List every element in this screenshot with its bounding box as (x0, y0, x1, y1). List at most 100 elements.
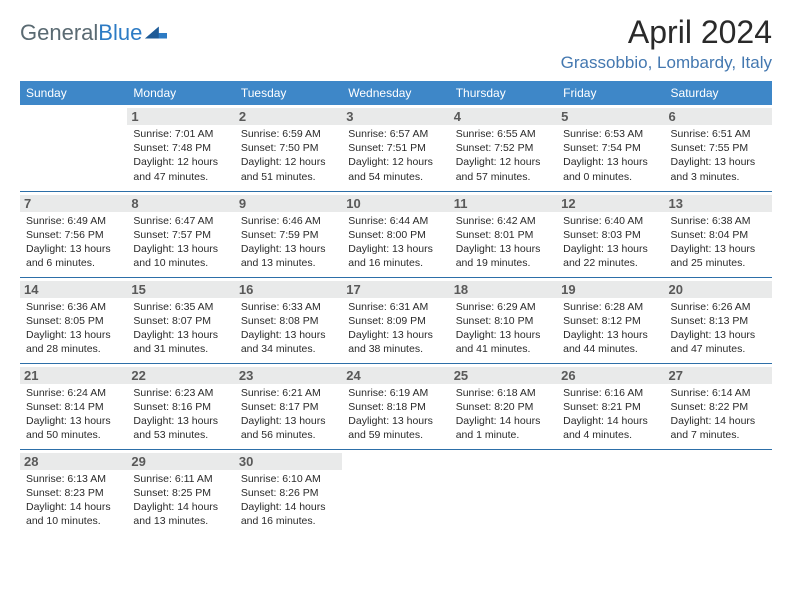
day-detail-text: Sunrise: 6:53 AMSunset: 7:54 PMDaylight:… (563, 127, 658, 184)
day-detail-text: Sunrise: 6:38 AMSunset: 8:04 PMDaylight:… (671, 214, 766, 271)
day-detail-text: Sunrise: 6:10 AMSunset: 8:26 PMDaylight:… (241, 472, 336, 529)
day-number: 9 (235, 195, 342, 212)
day-number: 25 (450, 367, 557, 384)
calendar-cell: 29 Sunrise: 6:11 AMSunset: 8:25 PMDayligh… (127, 449, 234, 535)
calendar-body: 1 Sunrise: 7:01 AMSunset: 7:48 PMDaylight… (20, 105, 772, 535)
calendar-cell: 20Sunrise: 6:26 AMSunset: 8:13 PMDayligh… (665, 277, 772, 363)
calendar-cell: 15Sunrise: 6:35 AMSunset: 8:07 PMDayligh… (127, 277, 234, 363)
day-number: 6 (665, 108, 772, 125)
day-detail-text: Sunrise: 6:23 AMSunset: 8:16 PMDaylight:… (133, 386, 228, 443)
day-detail-text: Sunrise: 6:24 AMSunset: 8:14 PMDaylight:… (26, 386, 121, 443)
day-number: 10 (342, 195, 449, 212)
calendar-cell: 9Sunrise: 6:46 AMSunset: 7:59 PMDaylight… (235, 191, 342, 277)
day-detail-text: Sunrise: 6:51 AMSunset: 7:55 PMDaylight:… (671, 127, 766, 184)
day-detail-text: Sunrise: 6:31 AMSunset: 8:09 PMDaylight:… (348, 300, 443, 357)
weekday-header: Friday (557, 81, 664, 105)
day-detail-text: Sunrise: 6:33 AMSunset: 8:08 PMDaylight:… (241, 300, 336, 357)
calendar-week-row: 1 Sunrise: 7:01 AMSunset: 7:48 PMDaylight… (20, 105, 772, 191)
weekday-header: Monday (127, 81, 234, 105)
day-number: 8 (127, 195, 234, 212)
logo-text-blue: Blue (98, 20, 142, 46)
calendar-cell: 12Sunrise: 6:40 AMSunset: 8:03 PMDayligh… (557, 191, 664, 277)
location-text: Grassobbio, Lombardy, Italy (561, 53, 772, 73)
day-number: 3 (342, 108, 449, 125)
day-detail-text: Sunrise: 6:44 AMSunset: 8:00 PMDaylight:… (348, 214, 443, 271)
weekday-header: Wednesday (342, 81, 449, 105)
title-block: April 2024 Grassobbio, Lombardy, Italy (561, 14, 772, 73)
calendar-cell: 2 Sunrise: 6:59 AMSunset: 7:50 PMDaylight… (235, 105, 342, 191)
day-detail-text: Sunrise: 7:01 AMSunset: 7:48 PMDaylight:… (133, 127, 228, 184)
day-detail-text: Sunrise: 6:59 AMSunset: 7:50 PMDaylight:… (241, 127, 336, 184)
weekday-header: Thursday (450, 81, 557, 105)
calendar-cell: 3 Sunrise: 6:57 AMSunset: 7:51 PMDaylight… (342, 105, 449, 191)
calendar-cell (342, 449, 449, 535)
day-number: 2 (235, 108, 342, 125)
day-number: 14 (20, 281, 127, 298)
calendar-cell: 18 Sunrise: 6:29 AMSunset: 8:10 PMDayligh… (450, 277, 557, 363)
calendar-cell: 5 Sunrise: 6:53 AMSunset: 7:54 PMDaylight… (557, 105, 664, 191)
day-detail-text: Sunrise: 6:55 AMSunset: 7:52 PMDaylight:… (456, 127, 551, 184)
day-detail-text: Sunrise: 6:57 AMSunset: 7:51 PMDaylight:… (348, 127, 443, 184)
calendar-cell: 22Sunrise: 6:23 AMSunset: 8:16 PMDayligh… (127, 363, 234, 449)
calendar-cell: 27 Sunrise: 6:14 AMSunset: 8:22 PMDayligh… (665, 363, 772, 449)
calendar-cell: 1 Sunrise: 7:01 AMSunset: 7:48 PMDaylight… (127, 105, 234, 191)
calendar-week-row: 21Sunrise: 6:24 AMSunset: 8:14 PMDayligh… (20, 363, 772, 449)
calendar-cell: 25 Sunrise: 6:18 AMSunset: 8:20 PMDayligh… (450, 363, 557, 449)
calendar-cell: 23 Sunrise: 6:21 AMSunset: 8:17 PMDayligh… (235, 363, 342, 449)
day-detail-text: Sunrise: 6:40 AMSunset: 8:03 PMDaylight:… (563, 214, 658, 271)
day-number: 30 (235, 453, 342, 470)
day-number: 19 (557, 281, 664, 298)
day-number: 29 (127, 453, 234, 470)
day-detail-text: Sunrise: 6:47 AMSunset: 7:57 PMDaylight:… (133, 214, 228, 271)
calendar-header-row: SundayMondayTuesdayWednesdayThursdayFrid… (20, 81, 772, 105)
day-number: 5 (557, 108, 664, 125)
day-detail-text: Sunrise: 6:14 AMSunset: 8:22 PMDaylight:… (671, 386, 766, 443)
day-number: 11 (450, 195, 557, 212)
day-detail-text: Sunrise: 6:19 AMSunset: 8:18 PMDaylight:… (348, 386, 443, 443)
calendar-cell: 26 Sunrise: 6:16 AMSunset: 8:21 PMDayligh… (557, 363, 664, 449)
day-detail-text: Sunrise: 6:13 AMSunset: 8:23 PMDaylight:… (26, 472, 121, 529)
logo-text-general: General (20, 20, 98, 46)
day-number: 20 (665, 281, 772, 298)
calendar-week-row: 28 Sunrise: 6:13 AMSunset: 8:23 PMDayligh… (20, 449, 772, 535)
day-number: 24 (342, 367, 449, 384)
logo-arrow-icon (145, 24, 167, 42)
day-detail-text: Sunrise: 6:42 AMSunset: 8:01 PMDaylight:… (456, 214, 551, 271)
calendar-cell: 30 Sunrise: 6:10 AMSunset: 8:26 PMDayligh… (235, 449, 342, 535)
calendar-week-row: 7 Sunrise: 6:49 AMSunset: 7:56 PMDaylight… (20, 191, 772, 277)
calendar-cell (450, 449, 557, 535)
header: GeneralBlue April 2024 Grassobbio, Lomba… (20, 14, 772, 73)
day-detail-text: Sunrise: 6:36 AMSunset: 8:05 PMDaylight:… (26, 300, 121, 357)
calendar-cell (557, 449, 664, 535)
day-detail-text: Sunrise: 6:21 AMSunset: 8:17 PMDaylight:… (241, 386, 336, 443)
calendar-cell: 14 Sunrise: 6:36 AMSunset: 8:05 PMDayligh… (20, 277, 127, 363)
day-detail-text: Sunrise: 6:16 AMSunset: 8:21 PMDaylight:… (563, 386, 658, 443)
calendar-cell: 13Sunrise: 6:38 AMSunset: 8:04 PMDayligh… (665, 191, 772, 277)
calendar-cell (665, 449, 772, 535)
day-number: 26 (557, 367, 664, 384)
calendar-cell (20, 105, 127, 191)
calendar-table: SundayMondayTuesdayWednesdayThursdayFrid… (20, 81, 772, 535)
day-detail-text: Sunrise: 6:29 AMSunset: 8:10 PMDaylight:… (456, 300, 551, 357)
calendar-cell: 4Sunrise: 6:55 AMSunset: 7:52 PMDaylight… (450, 105, 557, 191)
day-detail-text: Sunrise: 6:35 AMSunset: 8:07 PMDaylight:… (133, 300, 228, 357)
calendar-cell: 16Sunrise: 6:33 AMSunset: 8:08 PMDayligh… (235, 277, 342, 363)
day-number: 18 (450, 281, 557, 298)
calendar-cell: 6 Sunrise: 6:51 AMSunset: 7:55 PMDaylight… (665, 105, 772, 191)
day-number: 7 (20, 195, 127, 212)
day-number: 1 (127, 108, 234, 125)
day-number: 23 (235, 367, 342, 384)
day-detail-text: Sunrise: 6:49 AMSunset: 7:56 PMDaylight:… (26, 214, 121, 271)
calendar-cell: 19 Sunrise: 6:28 AMSunset: 8:12 PMDayligh… (557, 277, 664, 363)
day-detail-text: Sunrise: 6:11 AMSunset: 8:25 PMDaylight:… (133, 472, 228, 529)
day-number: 28 (20, 453, 127, 470)
weekday-header: Sunday (20, 81, 127, 105)
day-detail-text: Sunrise: 6:28 AMSunset: 8:12 PMDaylight:… (563, 300, 658, 357)
day-detail-text: Sunrise: 6:18 AMSunset: 8:20 PMDaylight:… (456, 386, 551, 443)
weekday-header: Tuesday (235, 81, 342, 105)
calendar-cell: 17Sunrise: 6:31 AMSunset: 8:09 PMDayligh… (342, 277, 449, 363)
calendar-cell: 7 Sunrise: 6:49 AMSunset: 7:56 PMDaylight… (20, 191, 127, 277)
calendar-cell: 10 Sunrise: 6:44 AMSunset: 8:00 PMDayligh… (342, 191, 449, 277)
calendar-cell: 28 Sunrise: 6:13 AMSunset: 8:23 PMDayligh… (20, 449, 127, 535)
day-number: 27 (665, 367, 772, 384)
